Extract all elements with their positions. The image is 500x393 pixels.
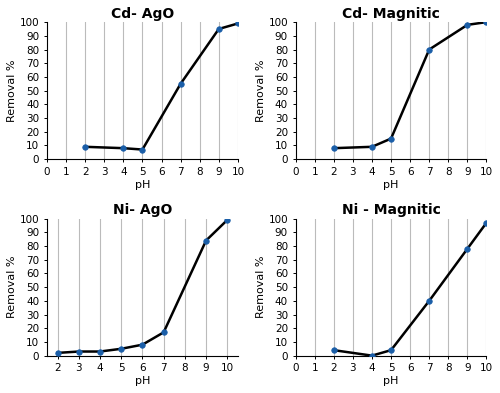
Y-axis label: Removal %: Removal % <box>256 256 266 318</box>
Title: Cd- AgO: Cd- AgO <box>111 7 174 21</box>
X-axis label: pH: pH <box>384 180 398 189</box>
X-axis label: pH: pH <box>384 376 398 386</box>
Title: Cd- Magnitic: Cd- Magnitic <box>342 7 440 21</box>
Y-axis label: Removal %: Removal % <box>7 256 17 318</box>
Y-axis label: Removal %: Removal % <box>256 59 266 122</box>
Y-axis label: Removal %: Removal % <box>7 59 17 122</box>
X-axis label: pH: pH <box>134 376 150 386</box>
X-axis label: pH: pH <box>134 180 150 189</box>
Title: Ni - Magnitic: Ni - Magnitic <box>342 204 440 217</box>
Title: Ni- AgO: Ni- AgO <box>112 204 172 217</box>
